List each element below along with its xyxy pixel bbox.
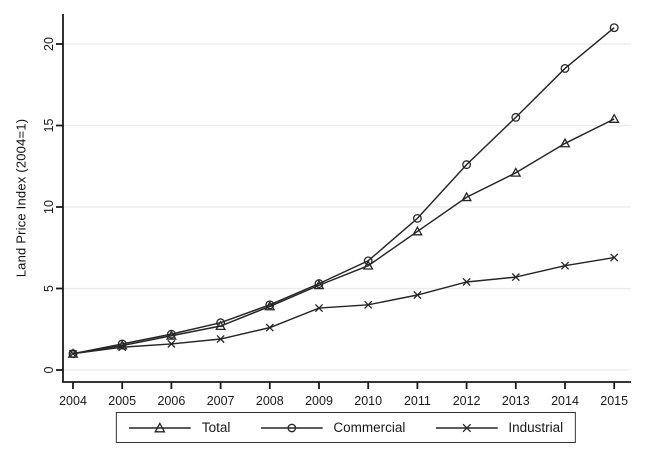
x-tick-label: 2008 (256, 394, 284, 408)
legend-label-commercial: Commercial (333, 420, 406, 435)
x-tick-label: 2015 (600, 394, 628, 408)
x-tick-label: 2005 (108, 394, 136, 408)
data-point-marker (462, 160, 472, 170)
legend-label-industrial: Industrial (508, 420, 564, 435)
data-point-marker (462, 277, 471, 287)
y-tick-label: 20 (42, 37, 56, 51)
y-tick-label: 0 (42, 366, 56, 373)
x-tick-label: 2010 (354, 394, 382, 408)
data-point-marker (413, 290, 422, 300)
data-point-marker (610, 253, 619, 262)
legend-item-total: Total (128, 420, 231, 435)
data-point-marker (559, 137, 571, 148)
data-point-marker (511, 112, 521, 122)
data-point-marker (265, 323, 274, 332)
data-point-marker (510, 167, 522, 177)
data-point-marker (362, 260, 374, 270)
series-line-total (72, 118, 615, 355)
x-tick-label: 2011 (404, 394, 431, 408)
data-point-marker (608, 113, 620, 123)
data-point-marker (166, 329, 176, 339)
x-tick-label: 2004 (59, 394, 87, 408)
data-point-marker (412, 213, 422, 223)
data-point-marker (314, 279, 324, 289)
legend-item-industrial: Industrial (435, 420, 563, 435)
circle-marker-icon (260, 423, 323, 432)
data-point-marker (511, 273, 520, 282)
y-tick-label: 10 (42, 200, 56, 214)
y-axis-title: Land Price Index (2004=1) (13, 118, 29, 278)
data-point-marker (364, 300, 373, 309)
data-point-marker (167, 339, 176, 348)
y-tick-label: 15 (42, 119, 56, 133)
data-point-marker (609, 23, 619, 33)
x-tick-label: 2009 (305, 394, 333, 408)
x-tick-label: 2014 (551, 394, 579, 408)
series-line-industrial (72, 256, 615, 355)
triangle-marker-icon (128, 421, 191, 432)
data-point-marker (118, 343, 127, 352)
x-tick-label: 2012 (453, 394, 481, 408)
series-line-commercial (72, 27, 615, 355)
data-point-marker (560, 63, 570, 73)
x-tick-label: 2006 (157, 394, 185, 408)
data-point-marker (216, 334, 225, 344)
data-point-marker (461, 191, 473, 202)
legend-label-total: Total (201, 420, 231, 435)
data-point-marker (216, 318, 226, 328)
x-tick-label: 2007 (207, 394, 235, 408)
data-point-marker (265, 300, 275, 310)
data-point-marker (560, 261, 570, 270)
data-point-marker (411, 225, 423, 236)
x-tick-label: 2013 (502, 394, 530, 408)
legend: Total Commercial Industrial (115, 412, 577, 443)
y-tick-label: 5 (42, 285, 56, 292)
data-point-marker (363, 256, 373, 266)
x-marker-icon (435, 423, 498, 432)
data-point-marker (68, 349, 78, 358)
legend-item-commercial: Commercial (260, 420, 405, 435)
data-point-marker (314, 304, 324, 313)
